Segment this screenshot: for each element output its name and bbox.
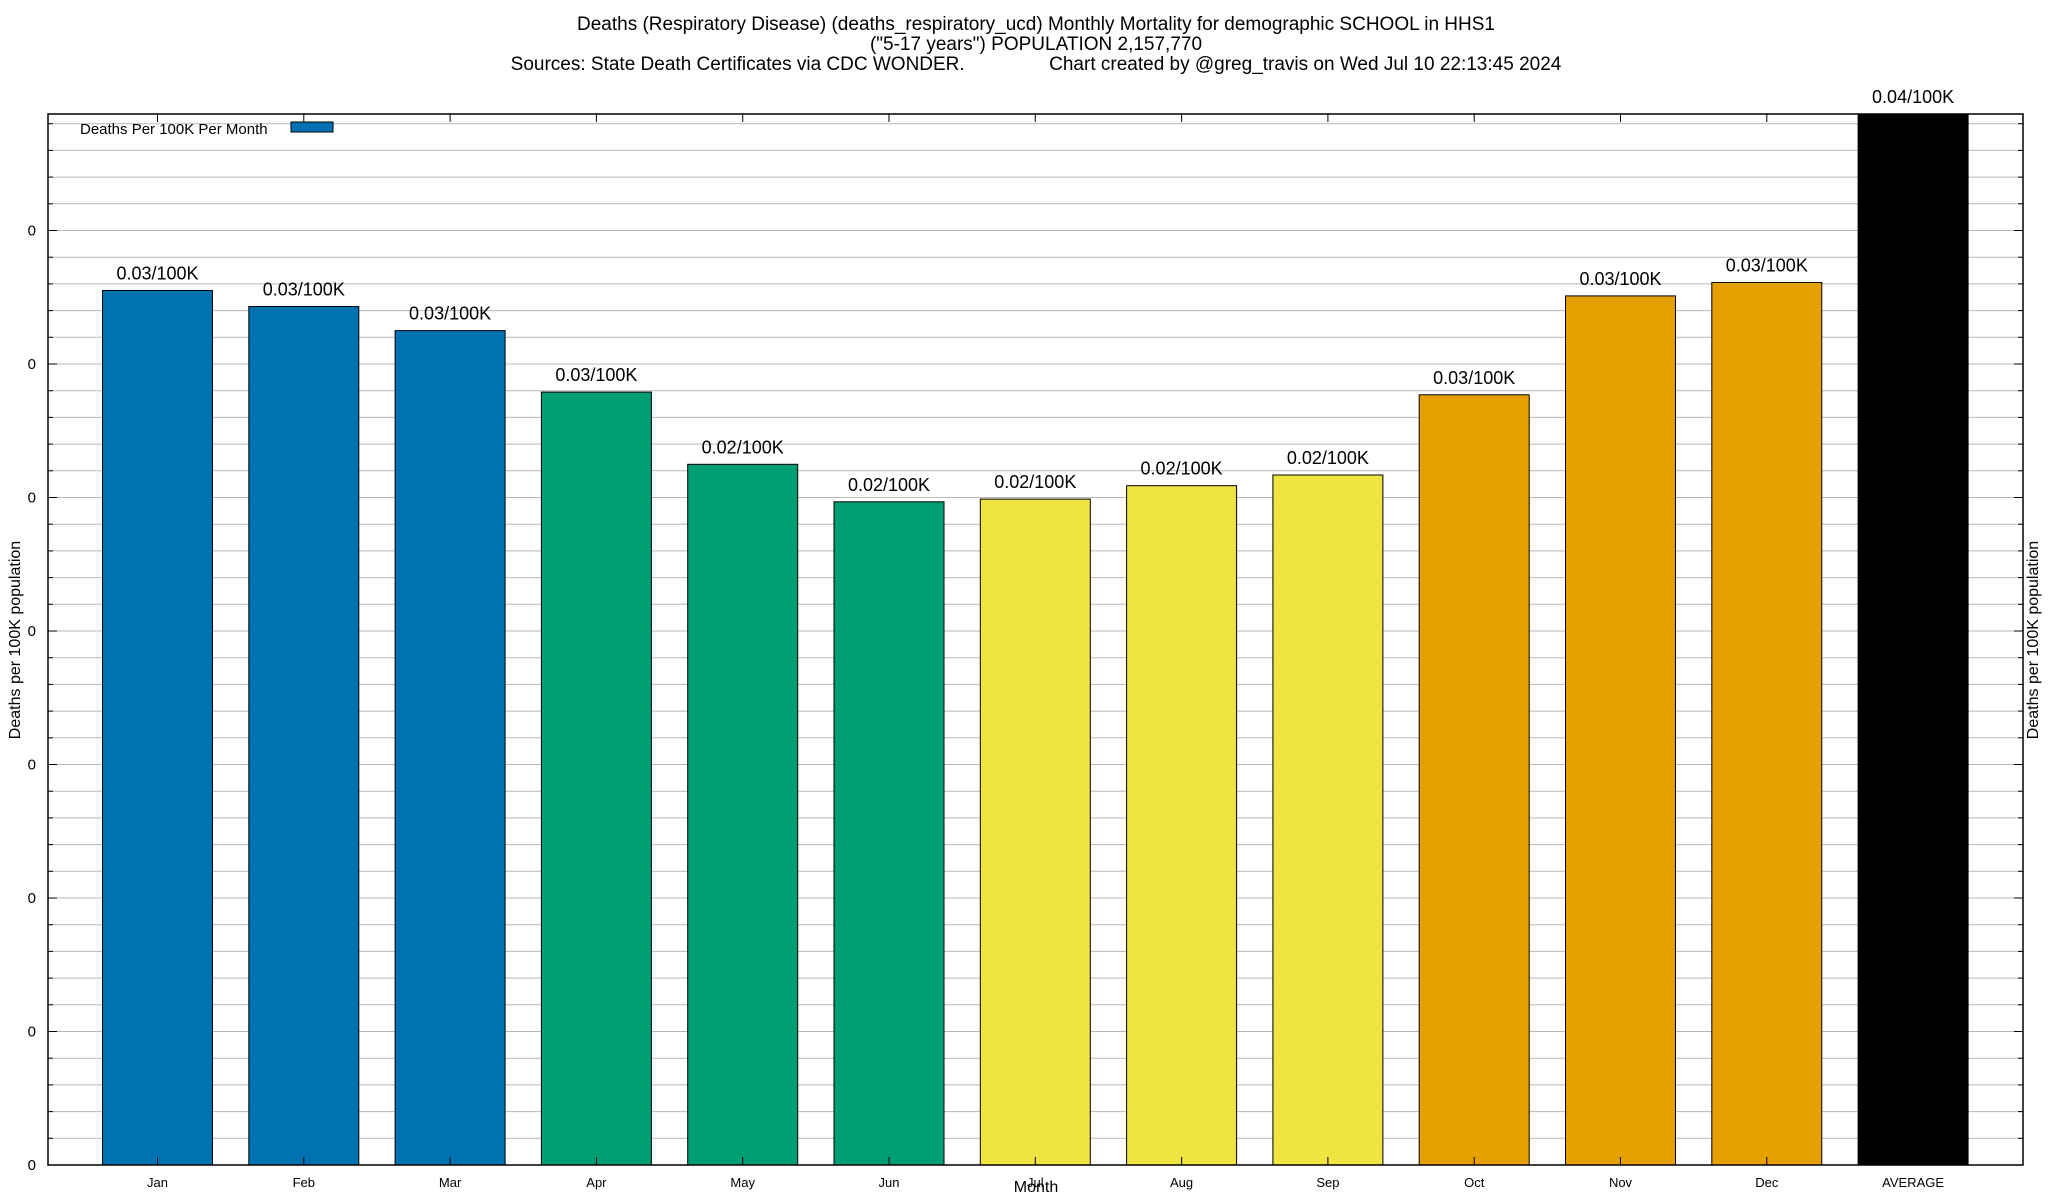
data-label: 0.02/100K <box>994 472 1076 492</box>
data-label: 0.02/100K <box>1141 459 1223 479</box>
y-tick-label: 0 <box>28 223 36 240</box>
x-tick-label: Mar <box>439 1175 462 1190</box>
data-label: 0.02/100K <box>1287 448 1369 468</box>
title-line: Sources: State Death Certificates via CD… <box>511 54 1562 75</box>
data-label: 0.03/100K <box>1433 368 1515 388</box>
bar-apr <box>540 391 652 1166</box>
bar-sep <box>1272 474 1384 1166</box>
x-tick-label: Nov <box>1609 1175 1633 1190</box>
legend: Deaths Per 100K Per Month <box>80 121 334 138</box>
x-tick-label: Jul <box>1027 1175 1044 1190</box>
bars <box>102 113 1969 1166</box>
legend-swatch <box>290 121 334 133</box>
x-axis-title: Month <box>1014 1179 1058 1196</box>
y-tick-label: 0 <box>28 890 36 907</box>
data-label: 0.03/100K <box>555 365 637 385</box>
data-label: 0.02/100K <box>702 437 784 457</box>
data-label: 0.04/100K <box>1872 87 1954 107</box>
x-tick-label: AVERAGE <box>1882 1175 1944 1190</box>
data-label: 0.02/100K <box>848 475 930 495</box>
axis-ticks: 0 0 0 0 0 0 0 0 Jan 0.03/100K Feb 0.03/100K Mar 0.03/… <box>28 87 2023 1190</box>
x-tick-label: Jun <box>879 1175 900 1190</box>
data-label: 0.03/100K <box>116 264 198 284</box>
legend-label: Deaths Per 100K Per Month <box>80 121 268 138</box>
title-line: Deaths (Respiratory Disease) (deaths_res… <box>577 14 1495 35</box>
x-tick-label: Jan <box>147 1175 168 1190</box>
y-tick-label: 0 <box>28 356 36 373</box>
y-tick-label: 0 <box>28 757 36 774</box>
x-tick-label: Feb <box>293 1175 315 1190</box>
data-label: 0.03/100K <box>409 304 491 324</box>
y-tick-label: 0 <box>28 490 36 507</box>
x-tick-label: Dec <box>1755 1175 1779 1190</box>
bar-oct <box>1418 394 1530 1166</box>
bar-average <box>1857 113 1969 1166</box>
x-tick-label: Sep <box>1316 1175 1339 1190</box>
x-tick-label: Apr <box>586 1175 607 1190</box>
y-tick-label: 0 <box>28 623 36 640</box>
chart-title: Deaths (Respiratory Disease) (deaths_res… <box>511 14 1562 75</box>
x-tick-label: Oct <box>1464 1175 1485 1190</box>
y-tick-label: 0 <box>28 1157 36 1174</box>
bar-jan <box>102 290 213 1166</box>
y-tick-label: 0 <box>28 1024 36 1041</box>
x-tick-label: Aug <box>1170 1175 1193 1190</box>
data-label: 0.03/100K <box>263 280 345 300</box>
bar-mar <box>394 330 506 1166</box>
bar-dec <box>1711 282 1823 1166</box>
x-tick-label: May <box>730 1175 755 1190</box>
title-line: ("5-17 years") POPULATION 2,157,770 <box>870 34 1202 55</box>
bar-jul <box>979 498 1091 1166</box>
y-axis-title-right: Deaths per 100K population <box>2025 541 2042 739</box>
data-label: 0.03/100K <box>1726 256 1808 276</box>
y-axis-title: Deaths per 100K population <box>7 541 24 739</box>
bar-nov <box>1565 295 1676 1166</box>
bar-may <box>687 463 799 1166</box>
bar-aug <box>1126 485 1238 1166</box>
bar-feb <box>248 306 360 1166</box>
bar-jun <box>833 501 945 1166</box>
data-label: 0.03/100K <box>1579 269 1661 289</box>
